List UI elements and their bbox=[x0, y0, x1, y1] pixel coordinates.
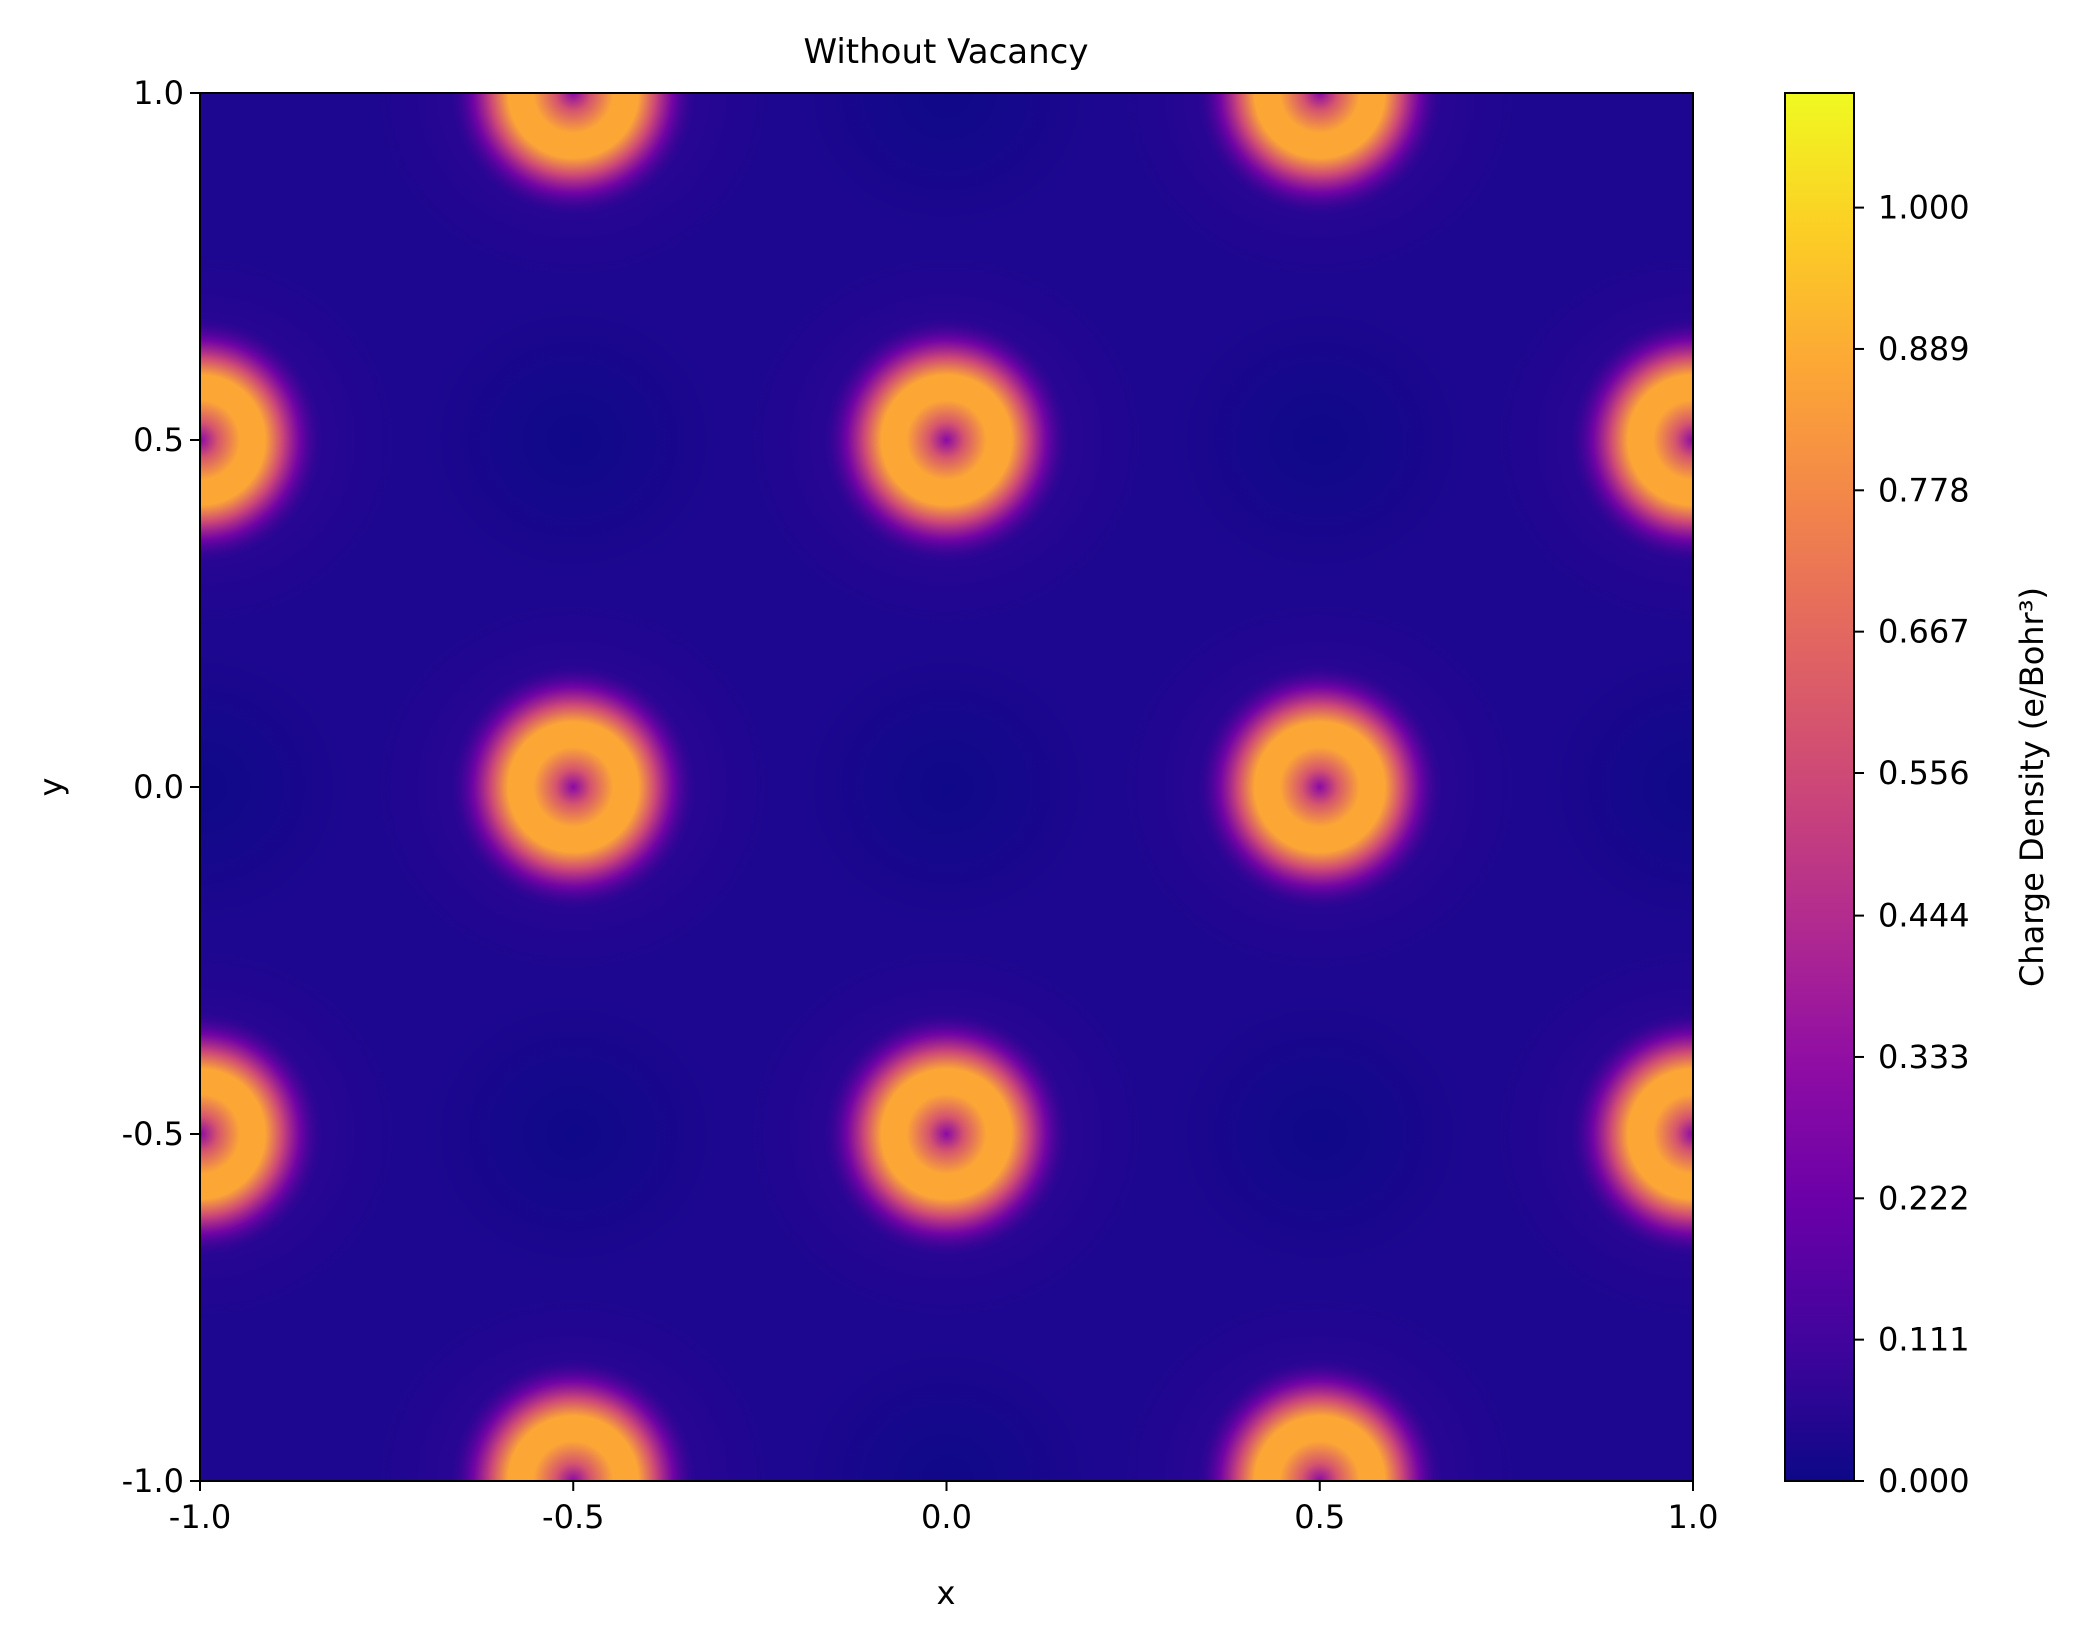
atom-density-ring bbox=[1568, 1009, 1693, 1259]
colorbar-tick-label: 0.000 bbox=[1878, 1462, 1970, 1500]
colorbar-tick-label: 0.333 bbox=[1878, 1038, 1970, 1076]
plot-area bbox=[200, 93, 1693, 1481]
low-density-region bbox=[1169, 994, 1470, 1274]
low-density-region bbox=[1543, 647, 1693, 927]
low-density-region bbox=[423, 300, 724, 580]
low-density-region bbox=[1169, 300, 1470, 580]
colorbar-tick-label: 1.000 bbox=[1878, 189, 1970, 227]
y-tick-label: -1.0 bbox=[122, 1462, 184, 1500]
low-density-region bbox=[796, 93, 1097, 233]
low-density-regions bbox=[200, 93, 1693, 1481]
atom-density-ring bbox=[448, 93, 699, 218]
colorbar-tick-label: 0.667 bbox=[1878, 613, 1970, 651]
atom-density-ring bbox=[448, 662, 699, 912]
atom-density-ring bbox=[1194, 662, 1445, 912]
atom-density-ring bbox=[1194, 93, 1445, 218]
x-axis-ticks: -1.0 -0.5 0.0 0.5 1.0 bbox=[169, 1481, 1719, 1536]
low-density-region bbox=[423, 994, 724, 1274]
colorbar-tick-label: 0.889 bbox=[1878, 330, 1970, 368]
colorbar-tick-label: 0.444 bbox=[1878, 897, 1970, 935]
atom-density-ring bbox=[1194, 1356, 1445, 1481]
x-tick-label: 0.5 bbox=[1294, 1498, 1345, 1536]
colorbar-tick-label: 0.778 bbox=[1878, 471, 1970, 509]
atom-density-ring bbox=[200, 315, 325, 565]
x-tick-label: 0.0 bbox=[921, 1498, 972, 1536]
y-axis-label: y bbox=[32, 778, 70, 797]
colorbar: 0.000 0.111 0.222 0.333 0.444 0.556 0.667 0.778… bbox=[1784, 92, 1970, 1500]
low-density-region bbox=[796, 1341, 1097, 1481]
atom-density-ring bbox=[200, 1009, 325, 1259]
y-tick-label: 1.0 bbox=[133, 74, 184, 112]
x-tick-label: -0.5 bbox=[542, 1498, 604, 1536]
colorbar-gradient bbox=[1785, 93, 1854, 1481]
y-tick-label: -0.5 bbox=[122, 1115, 184, 1153]
atom-density-ring bbox=[1568, 315, 1693, 565]
x-axis-label: x bbox=[937, 1574, 956, 1612]
colorbar-tick-label: 0.222 bbox=[1878, 1179, 1970, 1217]
low-density-region bbox=[796, 647, 1097, 927]
colorbar-label: Charge Density (e/Bohr³) bbox=[2013, 587, 2051, 987]
y-tick-label: 0.0 bbox=[133, 768, 184, 806]
x-tick-label: -1.0 bbox=[169, 1498, 231, 1536]
low-density-region bbox=[200, 647, 350, 927]
colorbar-tick-label: 0.556 bbox=[1878, 754, 1970, 792]
atom-density-ring bbox=[448, 1356, 699, 1481]
atom-density-ring bbox=[821, 315, 1072, 565]
colorbar-tick-label: 0.111 bbox=[1878, 1321, 1970, 1359]
atom-density-ring bbox=[821, 1009, 1072, 1259]
y-axis-ticks: -1.0 -0.5 0.0 0.5 1.0 bbox=[122, 74, 200, 1500]
y-tick-label: 0.5 bbox=[133, 421, 184, 459]
chart-title: Without Vacancy bbox=[803, 32, 1088, 72]
x-tick-label: 1.0 bbox=[1668, 1498, 1719, 1536]
colorbar-frame bbox=[1784, 92, 1855, 1482]
colorbar-ticks: 0.000 0.111 0.222 0.333 0.444 0.556 0.667 0.778… bbox=[1854, 189, 1970, 1500]
atom-density-rings bbox=[200, 93, 1693, 1481]
